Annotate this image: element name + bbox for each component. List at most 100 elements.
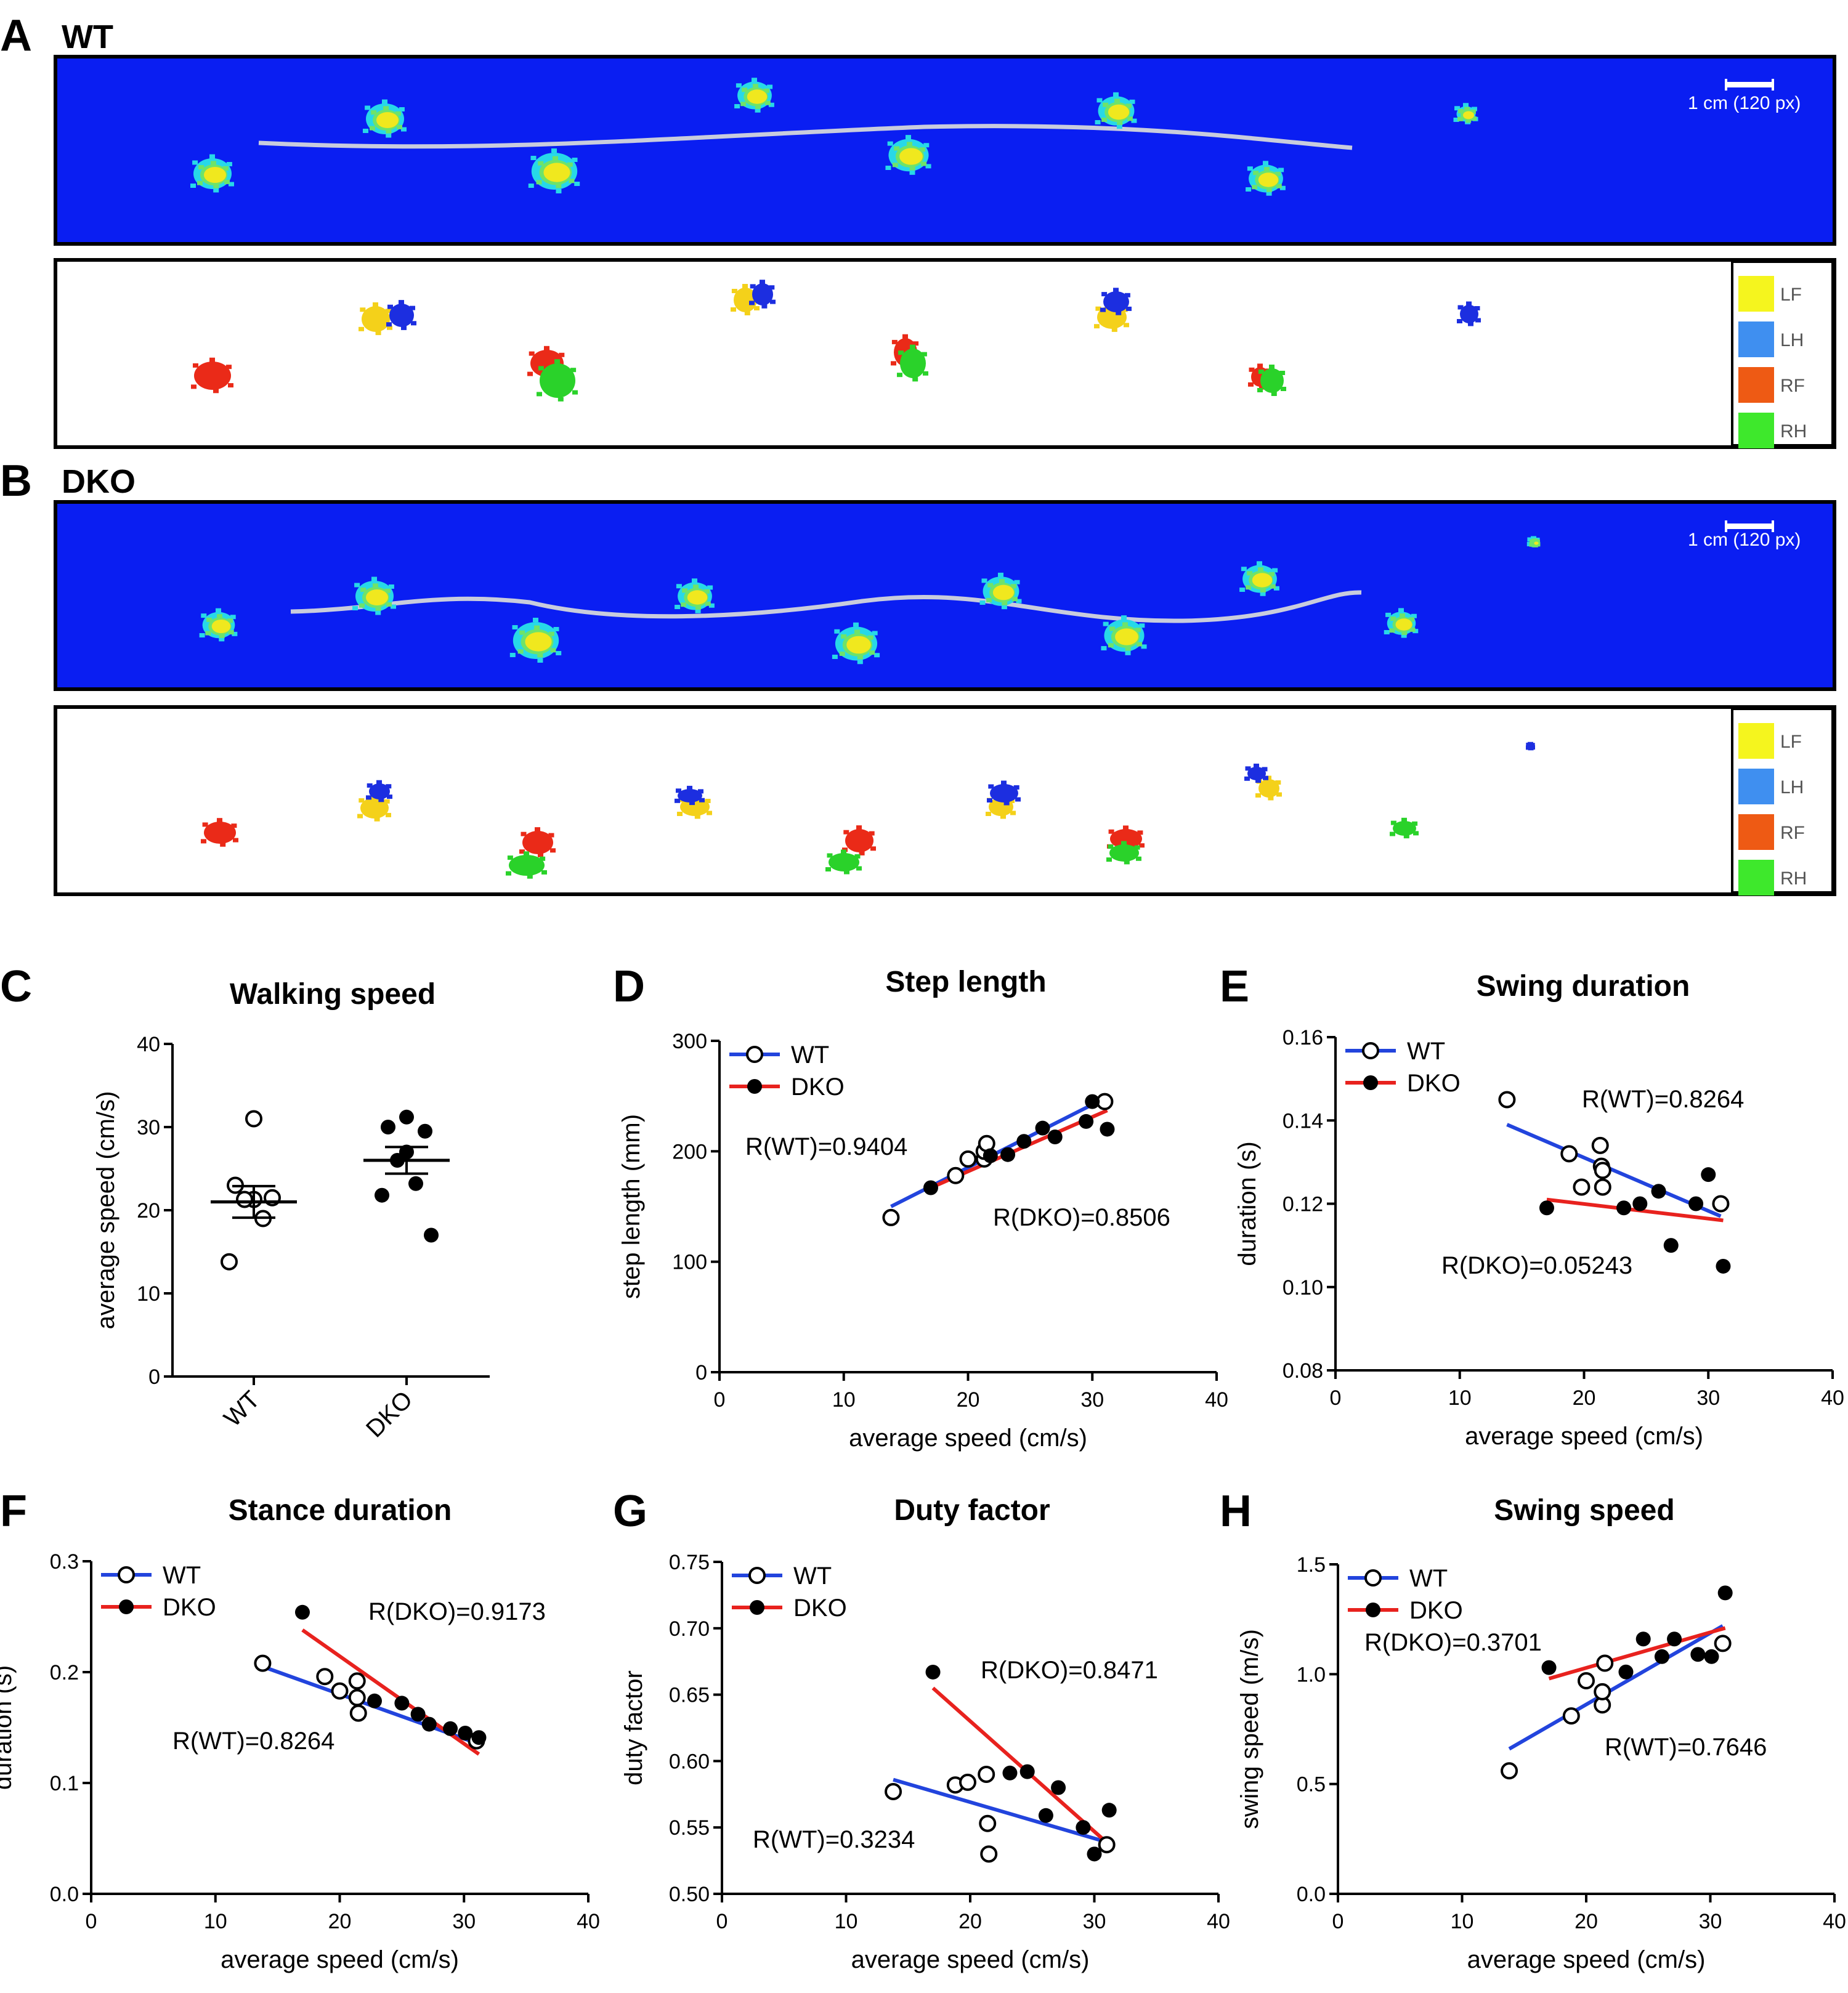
wt-heat-print-3-mid-speck-0 — [742, 87, 748, 92]
y-tick-label-H-2: 1.0 — [1297, 1663, 1326, 1686]
paw-key-label-rf: RF — [1780, 376, 1805, 396]
wt-heat-print-1-outer-speck-0 — [365, 105, 371, 110]
dko-paw-print-10 — [987, 780, 1021, 806]
data-point-C-dko-2 — [418, 1123, 432, 1139]
dko-heat-print-6-mid-speck-5 — [1125, 646, 1131, 651]
wt-paw-print-9-speck-5 — [1111, 327, 1117, 332]
dko-heat-print-7-mid-speck-2 — [1270, 584, 1276, 589]
dko-heat-print-3-outer-speck-5 — [695, 608, 701, 613]
fit-line-H-dko — [1548, 1626, 1726, 1681]
dko-heat-print-2 — [509, 618, 562, 663]
dko-heat-print-5-outer-speck-5 — [1001, 605, 1007, 610]
y-tick-label-G-2: 0.60 — [669, 1750, 710, 1773]
data-point-G-dko-2 — [1019, 1764, 1035, 1779]
wt-paw-print-12-speck-3 — [1257, 388, 1263, 392]
dko-paw-print-13 — [1255, 775, 1282, 801]
dko-paw-print-7-speck-2 — [870, 846, 876, 851]
dko-heat-print-3-outer-speck-1 — [707, 585, 713, 590]
wt-heat-print-4-mid-speck-2 — [921, 161, 927, 166]
dko-heat-print-7-mid-speck-1 — [1268, 572, 1275, 576]
wt-heat-print-3-mid-speck-3 — [740, 102, 747, 107]
wt-paw-print-4-speck-0 — [538, 366, 544, 371]
wt-paw-print-8-speck-3 — [897, 373, 902, 378]
wt-paw-print-4-speck-4 — [554, 359, 560, 364]
data-point-D-dko-7 — [1085, 1094, 1100, 1109]
dko-heat-print-8-outer-speck-1 — [1411, 613, 1417, 618]
dko-heat-print-8-mid-speck-0 — [1390, 616, 1396, 621]
dko-heat-print-4-outer-speck-1 — [872, 631, 878, 636]
wt-paw-print-12 — [1257, 365, 1286, 396]
data-point-H-dko-1 — [1618, 1664, 1634, 1680]
dko-paw-print-0 — [201, 818, 238, 847]
wt-heat-print-6-outer-speck-3 — [1246, 187, 1252, 192]
dko-heat-print-3-mid-speck-3 — [681, 602, 687, 607]
data-point-H-wt-6 — [1714, 1635, 1732, 1652]
data-point-F-dko-3 — [410, 1707, 426, 1722]
dko-heat-print-7-center — [1252, 573, 1273, 588]
data-point-F-wt-1 — [316, 1668, 334, 1686]
dko-heat-print-8-mid-speck-4 — [1400, 613, 1405, 618]
dko-paw-print-14 — [1244, 763, 1268, 783]
wt-heat-print-6-center — [1258, 172, 1279, 187]
chart-G: Duty factor 0.50 0.55 0.60 0.65 0.70 0.75 0 10 20… — [620, 1494, 1230, 1973]
footprint-panels: A WT 1 cm (120 px) LF LH RF RH B DKO 1 cm (… — [0, 11, 1836, 896]
x-tick-label-E-2: 20 — [1573, 1386, 1596, 1410]
wt-heat-print-6 — [1246, 161, 1286, 196]
wt-paw-print-3-speck-4 — [544, 346, 549, 350]
x-tick-label-H-1: 10 — [1451, 1910, 1474, 1933]
legend-label-G-wt: WT — [793, 1562, 832, 1590]
dko-paw-print-14-speck-0 — [1245, 766, 1251, 771]
dko-heat-print-0 — [199, 608, 238, 642]
dko-heat-print-5-mid-speck-2 — [1011, 597, 1018, 602]
wt-paw-print-4-speck-2 — [572, 390, 578, 395]
wt-heat-print-7-mid-speck-4 — [1464, 107, 1470, 111]
dko-paw-print-0-speck-1 — [231, 823, 237, 828]
wt-heat-print-1-outer-speck-1 — [399, 107, 405, 111]
dko-paw-print-6 — [675, 785, 705, 806]
dko-paw-print-7-speck-4 — [856, 825, 862, 830]
dko-paw-print-0-speck-2 — [233, 838, 238, 843]
dko-paw-print-13-speck-1 — [1275, 780, 1281, 785]
wt-paw-print-9-speck-2 — [1124, 323, 1129, 328]
y-tick-label-E-1: 0.10 — [1283, 1276, 1323, 1300]
dko-heat-print-0-outer-speck-0 — [201, 613, 207, 618]
wt-heat-print-2-outer-speck-4 — [551, 148, 557, 153]
dko-paw-print-0-speck-3 — [201, 839, 206, 844]
dko-paw-print-15-speck-2 — [1413, 831, 1419, 836]
data-point-E-dko-3 — [1651, 1184, 1666, 1199]
dko-paw-print-12-speck-0 — [1108, 844, 1114, 849]
fit-line-G-dko — [931, 1686, 1111, 1846]
panel-letter-H: H — [1220, 1487, 1252, 1536]
y-tick-label-D-2: 200 — [672, 1140, 707, 1163]
wt-heat-print-4-outer-speck-4 — [906, 135, 911, 140]
dko-paw-print-2-speck-0 — [367, 783, 373, 788]
x-tick-label-E-3: 30 — [1696, 1386, 1720, 1410]
dko-paw-print-15-speck-4 — [1401, 817, 1407, 822]
wt-heat-print-3-mid-speck-1 — [763, 88, 769, 93]
wt-paw-print-8-speck-2 — [923, 371, 928, 376]
legend-label-E-dko: DKO — [1407, 1070, 1461, 1097]
dko-heat-print-1-outer-speck-0 — [354, 583, 360, 588]
data-point-E-wt-1 — [1560, 1145, 1578, 1163]
dko-paw-print-12-speck-3 — [1106, 857, 1112, 862]
data-point-H-wt-1 — [1562, 1707, 1580, 1725]
wt-paw-print-6-speck-4 — [760, 280, 765, 285]
wt-paw-print-9-speck-0 — [1095, 306, 1101, 311]
wt-heat-print-1-mid-speck-1 — [395, 111, 401, 116]
dko-heat-print-9 — [1526, 536, 1541, 548]
wt-paw-print-7-speck-1 — [913, 341, 919, 346]
dko-heat-print-3-mid-speck-5 — [695, 605, 701, 610]
dko-paw-print-14-speck-2 — [1263, 775, 1268, 780]
dko-heat-print-5-mid-speck-4 — [999, 579, 1005, 584]
data-point-E-dko-7 — [1716, 1258, 1731, 1274]
wt-paw-print-2-speck-3 — [386, 322, 392, 327]
dko-paw-print-10-core — [990, 784, 1018, 802]
wt-heat-print-6-outer-speck-0 — [1247, 166, 1253, 171]
wt-heat-print-3-mid-speck-2 — [764, 100, 771, 105]
data-point-D-dko-2 — [1000, 1147, 1016, 1162]
panel-letter-G: G — [613, 1487, 647, 1536]
wt-paw-print-6-core — [752, 283, 773, 305]
paw-key-label-lh: LH — [1780, 330, 1804, 350]
wt-paw-print-11-speck-5 — [1259, 385, 1265, 390]
wt-heat-print-5-outer-speck-0 — [1096, 98, 1103, 103]
